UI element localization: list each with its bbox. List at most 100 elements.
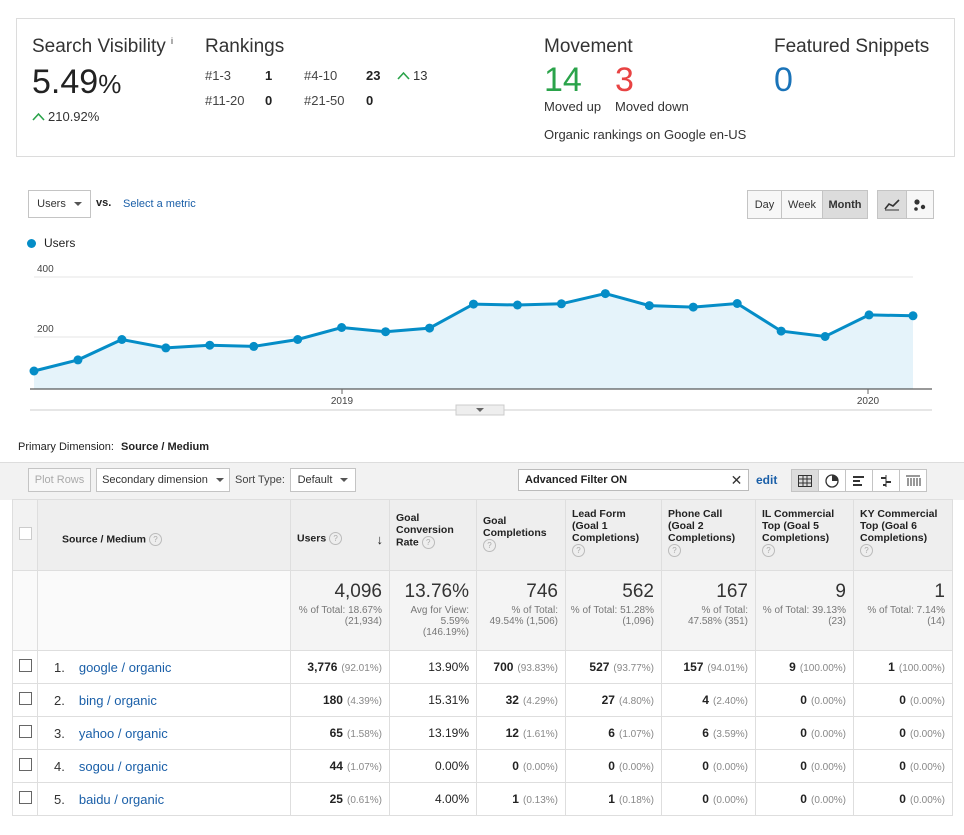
source-medium-link[interactable]: yahoo / organic bbox=[78, 725, 168, 741]
header-il-commercial[interactable]: IL Commercial Top (Goal 5 Completions)? bbox=[755, 499, 854, 571]
header-ky-commercial[interactable]: KY Commercial Top (Goal 6 Completions)? bbox=[853, 499, 953, 571]
comparison-view-icon[interactable] bbox=[873, 470, 900, 491]
source-medium-link[interactable]: sogou / organic bbox=[78, 758, 168, 774]
header-goal-completions[interactable]: Goal Completions ? bbox=[476, 499, 566, 571]
close-icon[interactable]: ✕ bbox=[730, 471, 743, 488]
row-checkbox[interactable] bbox=[18, 659, 32, 672]
row-checkbox[interactable] bbox=[18, 725, 32, 738]
data-point bbox=[644, 301, 654, 311]
secondary-dimension-select[interactable]: Secondary dimension bbox=[96, 468, 230, 492]
source-medium-link[interactable]: baidu / organic bbox=[78, 791, 165, 807]
plot-rows-button[interactable]: Plot Rows bbox=[28, 468, 91, 492]
header-phone-call[interactable]: Phone Call (Goal 2 Completions)? bbox=[661, 499, 756, 571]
motion-chart-icon[interactable] bbox=[907, 191, 933, 218]
table-view-icon[interactable] bbox=[792, 470, 819, 491]
source-medium-cell: 3. yahoo / organic bbox=[37, 716, 291, 750]
metric-percent-pc: (0.00%) bbox=[712, 795, 748, 806]
search-visibility-title-text: Search Visibility bbox=[32, 36, 166, 57]
data-point bbox=[556, 299, 566, 309]
metric-select-label: Users bbox=[37, 198, 66, 210]
row-select-cell[interactable] bbox=[12, 716, 38, 750]
row-select-cell[interactable] bbox=[12, 650, 38, 684]
header-source-medium-label: Source / Medium bbox=[62, 532, 147, 545]
metric-select[interactable]: Users bbox=[28, 190, 91, 218]
moved-down-value: 3 bbox=[615, 61, 634, 99]
header-users[interactable]: Users ? ↓ bbox=[290, 499, 390, 571]
line-chart-icon[interactable] bbox=[878, 191, 907, 218]
source-medium-link[interactable]: bing / organic bbox=[78, 692, 157, 708]
help-icon[interactable]: ? bbox=[148, 532, 162, 546]
header-goal-conversion-rate[interactable]: Goal Conversion Rate ? bbox=[389, 499, 477, 571]
metric-cell-users: 44 (1.07%) bbox=[290, 749, 390, 783]
performance-view-icon[interactable] bbox=[846, 470, 873, 491]
help-icon[interactable]: ? bbox=[762, 544, 775, 557]
y-tick-label: 200 bbox=[37, 324, 54, 335]
vs-label: vs. bbox=[96, 197, 112, 209]
help-icon[interactable]: ? bbox=[668, 544, 681, 557]
total-il-commercial: 9 % of Total: 39.13% (23) bbox=[755, 570, 854, 651]
metric-value-il: 9 bbox=[789, 660, 796, 674]
select-all-checkbox[interactable] bbox=[18, 527, 32, 540]
metric-cell-il: 0 (0.00%) bbox=[755, 683, 854, 717]
metric-percent-ky: (0.00%) bbox=[909, 795, 945, 806]
y-tick-label: 400 bbox=[37, 264, 54, 275]
info-icon[interactable]: i bbox=[171, 36, 174, 46]
source-medium-link[interactable]: google / organic bbox=[78, 659, 172, 675]
metric-cell-conv: 4.00% bbox=[389, 782, 477, 816]
help-icon[interactable]: ? bbox=[329, 531, 343, 545]
row-checkbox[interactable] bbox=[18, 758, 32, 771]
header-lead-form[interactable]: Lead Form (Goal 1 Completions)? bbox=[565, 499, 662, 571]
chart-legend: Users bbox=[27, 236, 75, 250]
period-month-button[interactable]: Month bbox=[823, 191, 867, 218]
metric-value-conv: 4.00% bbox=[434, 792, 469, 806]
header-source-medium[interactable]: Source / Medium ? bbox=[37, 499, 291, 571]
metric-cell-il: 0 (0.00%) bbox=[755, 782, 854, 816]
help-icon[interactable]: ? bbox=[483, 539, 496, 552]
metric-percent-il: (0.00%) bbox=[810, 795, 846, 806]
help-icon[interactable]: ? bbox=[421, 536, 435, 549]
metric-percent-pc: (94.01%) bbox=[707, 663, 748, 674]
visibility-change-value: 210.92% bbox=[48, 109, 100, 124]
metric-value-users: 3,776 bbox=[307, 660, 338, 674]
arrow-up-icon bbox=[397, 71, 410, 80]
metric-cell-lf: 1 (0.18%) bbox=[565, 782, 662, 816]
select-all-cell[interactable] bbox=[12, 499, 38, 571]
help-icon[interactable]: ? bbox=[572, 544, 585, 557]
pie-view-icon[interactable] bbox=[819, 470, 846, 491]
total-ky-commercial-value: 1 bbox=[934, 581, 945, 602]
row-select-cell[interactable] bbox=[12, 683, 38, 717]
row-checkbox[interactable] bbox=[18, 692, 32, 705]
row-select-cell[interactable] bbox=[12, 749, 38, 783]
header-phone-call-label: Phone Call (Goal 2 Completions) bbox=[668, 508, 736, 544]
header-goal-conversion-rate-label: Goal Conversion Rate bbox=[396, 512, 454, 549]
primary-dimension: Primary Dimension: Source / Medium bbox=[18, 441, 209, 453]
help-icon[interactable]: ? bbox=[860, 544, 873, 557]
edit-filter-link[interactable]: edit bbox=[756, 473, 778, 487]
metric-cell-ky: 0 (0.00%) bbox=[853, 716, 953, 750]
primary-dimension-value[interactable]: Source / Medium bbox=[121, 441, 210, 453]
row-checkbox[interactable] bbox=[18, 791, 32, 804]
row-select-cell[interactable] bbox=[12, 782, 38, 816]
metric-value-gc: 32 bbox=[505, 693, 519, 707]
metric-percent-ky: (0.00%) bbox=[909, 762, 945, 773]
advanced-filter-field[interactable]: Advanced Filter ON bbox=[518, 469, 749, 491]
metric-value-lf: 527 bbox=[589, 660, 610, 674]
data-point bbox=[29, 366, 39, 376]
sort-type-select[interactable]: Default bbox=[290, 468, 356, 492]
total-goal-completions-value: 746 bbox=[526, 581, 558, 602]
metric-cell-users: 65 (1.58%) bbox=[290, 716, 390, 750]
sort-down-icon[interactable]: ↓ bbox=[376, 531, 384, 547]
metric-value-conv: 13.19% bbox=[428, 726, 469, 740]
select-metric-link[interactable]: Select a metric bbox=[123, 198, 196, 210]
data-point bbox=[337, 323, 347, 332]
data-point bbox=[469, 299, 478, 309]
metric-percent-pc: (2.40%) bbox=[712, 696, 748, 707]
metric-value-gc: 1 bbox=[512, 792, 519, 806]
pivot-view-icon[interactable] bbox=[900, 470, 926, 491]
rank-value-1-3: 1 bbox=[265, 68, 273, 83]
period-week-button[interactable]: Week bbox=[782, 191, 823, 218]
metric-percent-ky: (0.00%) bbox=[909, 729, 945, 740]
metric-percent-gc: (4.29%) bbox=[522, 696, 558, 707]
period-day-button[interactable]: Day bbox=[748, 191, 782, 218]
view-toggle bbox=[791, 469, 927, 492]
